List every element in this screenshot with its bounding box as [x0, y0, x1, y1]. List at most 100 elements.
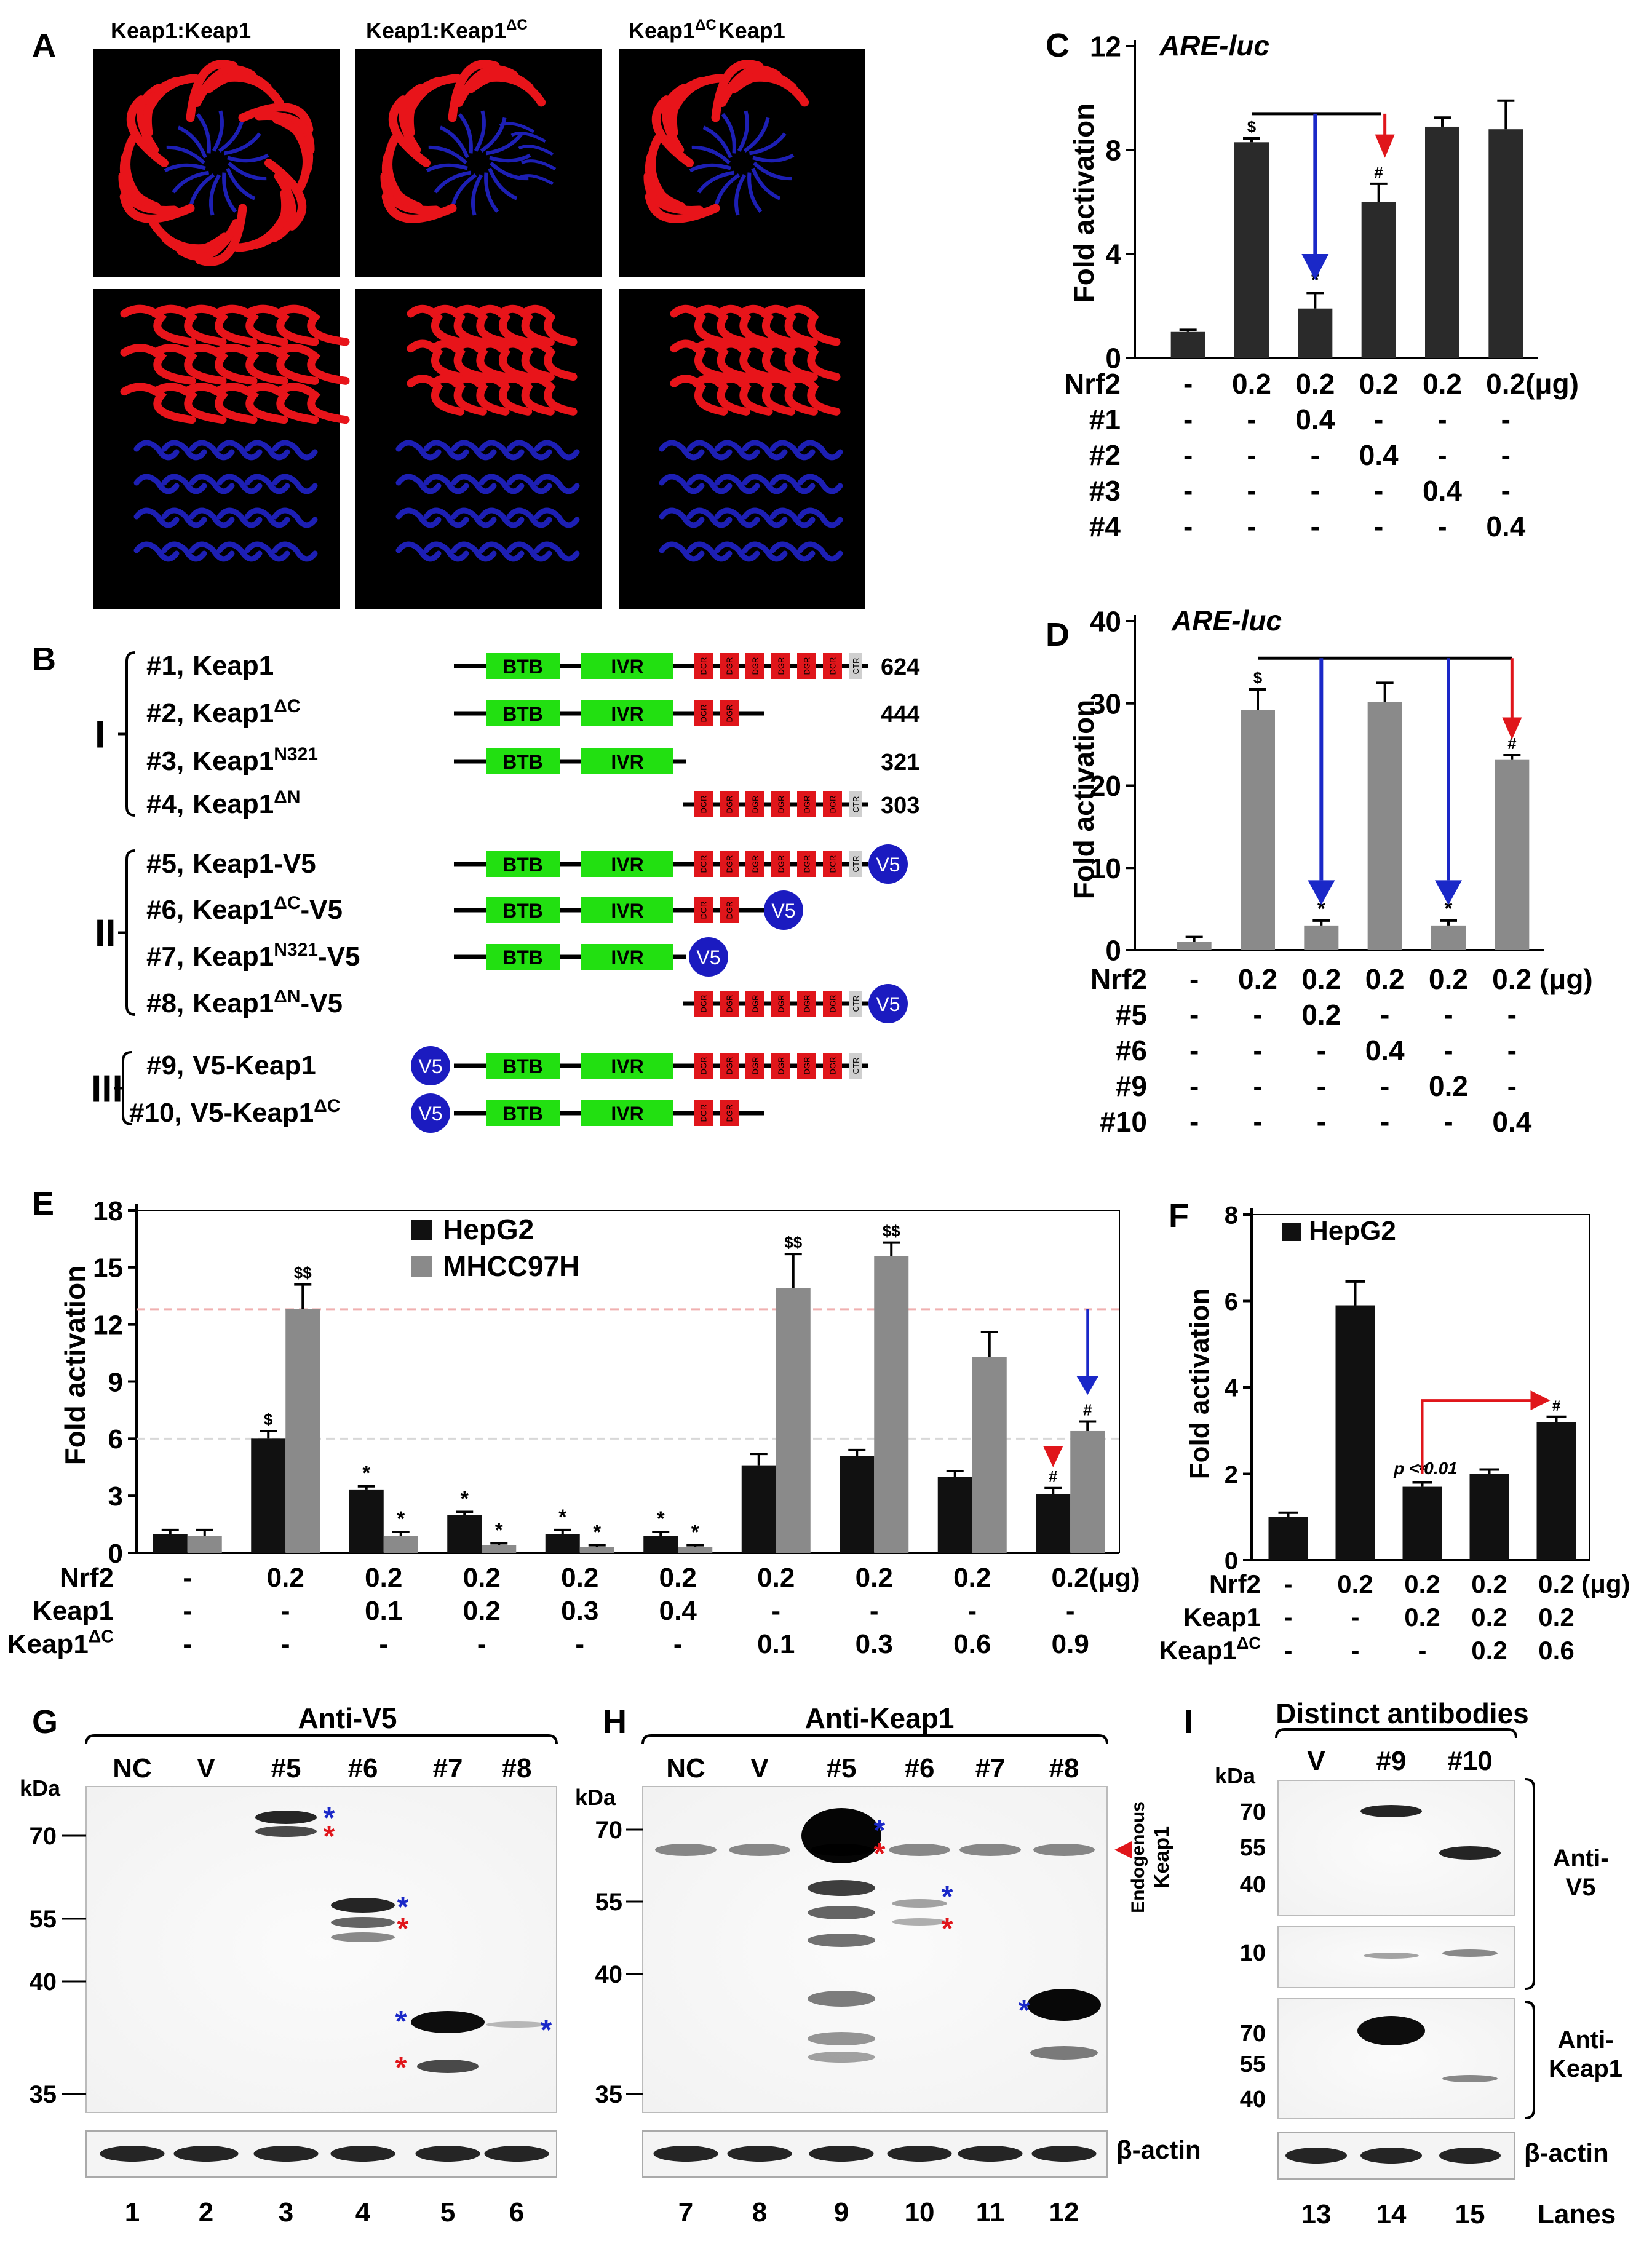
blue-helix [499, 122, 535, 133]
significance-mark: $$ [883, 1222, 900, 1240]
dgr-domain [694, 653, 713, 679]
lane-number: 2 [199, 2197, 213, 2227]
blue-helix [743, 117, 770, 153]
red-beta-sheet [143, 74, 200, 117]
bar [1367, 702, 1402, 950]
blue-helix [686, 541, 733, 562]
red-beta-sheet [381, 192, 457, 223]
chart-e-ylabel: Fold activation [59, 1266, 91, 1466]
row-cell: - [1437, 439, 1447, 471]
endogenous-keap1-band [655, 1844, 717, 1856]
construct-id: #6, [146, 895, 184, 925]
row-cell: 0.2 [1471, 1603, 1507, 1632]
marker-label: 70 [30, 1823, 57, 1850]
band-asterisk: * [541, 2014, 552, 2047]
dgr-label: DGR [803, 657, 812, 675]
dgr-label: DGR [803, 995, 812, 1013]
row-cell: 0.2 [659, 1563, 697, 1593]
beta-actin-band [1031, 2146, 1097, 2162]
lane-bracket [85, 1734, 558, 1745]
row-cell: 0.2 [953, 1563, 991, 1593]
bar [187, 1536, 222, 1553]
red-beta-sheet [243, 383, 319, 424]
ctr-domain [849, 991, 862, 1017]
red-beta-sheet [429, 339, 487, 381]
row-label: Nrf2 [1090, 963, 1147, 995]
row-cell: - [1380, 999, 1389, 1031]
band-asterisk: * [395, 2005, 407, 2038]
red-beta-sheet [264, 159, 307, 231]
panel-label-e: E [32, 1185, 54, 1222]
row-label: Nrf2 [1209, 1569, 1261, 1598]
blue-helix [208, 173, 221, 216]
band-asterisk: * [397, 1891, 409, 1924]
group-bracket [125, 651, 136, 817]
row-cell: - [183, 1563, 192, 1593]
row-cell: 0.2 [561, 1563, 598, 1593]
construct-name: Keap1 [193, 895, 274, 925]
marker-label: 70 [1240, 2021, 1266, 2047]
row-label: #10 [1100, 1106, 1147, 1138]
y-tick-label: 12 [1090, 31, 1121, 63]
bar [1469, 1474, 1509, 1560]
legend-swatch [1282, 1223, 1301, 1241]
ivr-domain [581, 1100, 673, 1126]
blue-helix [451, 541, 497, 562]
dgr-domain [797, 1053, 816, 1079]
row-cell: - [1183, 439, 1193, 471]
significance-mark: * [1317, 897, 1326, 921]
row-cell: - [1501, 439, 1511, 471]
blot-band [892, 1918, 947, 1926]
lane-number: 8 [752, 2197, 767, 2227]
construct-sup: ΔN [274, 986, 300, 1007]
dgr-label: DGR [803, 1057, 812, 1075]
blue-helix [164, 163, 206, 173]
blot-i-kda: kDa [1215, 1763, 1256, 1788]
y-tick-label: 0 [108, 1539, 123, 1569]
blue-helix [244, 440, 290, 461]
blue-helix [474, 110, 486, 153]
dgr-domain [720, 700, 739, 726]
row-label-text: #3 [1089, 475, 1121, 507]
bar [383, 1536, 418, 1553]
panel-label-c: C [1046, 27, 1070, 64]
dgr-domain [745, 1053, 764, 1079]
row-label-text: Keap1 [7, 1629, 89, 1659]
row-cell: - [1507, 999, 1517, 1031]
construct-sup: ΔC [274, 893, 300, 913]
row-cell: - [1507, 1034, 1517, 1066]
blue-helix [486, 132, 523, 156]
row-cell: - [1183, 475, 1193, 507]
dgr-domain [823, 791, 842, 817]
btb-domain [486, 653, 560, 679]
blue-helix [451, 507, 497, 528]
row-cell: - [1444, 1034, 1453, 1066]
btb-label: BTB [502, 900, 543, 922]
blue-helix [489, 153, 531, 163]
blue-helix [166, 145, 206, 165]
blue-helix [423, 541, 469, 562]
blue-helix [216, 474, 263, 494]
blue-helix [480, 117, 507, 153]
row-label-text: Keap1 [1183, 1603, 1261, 1632]
red-beta-sheet [451, 375, 510, 416]
significance-mark: $ [1247, 117, 1257, 136]
construct-name: Keap1 [193, 651, 274, 681]
blue-helix [272, 541, 318, 562]
dgr-label: DGR [699, 1057, 709, 1075]
dgr-label: DGR [828, 995, 838, 1013]
construct-id: #10, [129, 1098, 182, 1128]
ctr-label: CTR [851, 996, 860, 1012]
blue-helix [737, 110, 750, 153]
row-cell: - [183, 1629, 192, 1659]
ivr-label: IVR [611, 854, 643, 876]
row-label-text: #2 [1089, 439, 1121, 471]
dgr-domain [797, 851, 816, 877]
row-label: #6 [1116, 1034, 1147, 1066]
row-cell: - [1253, 1106, 1262, 1138]
btb-label: BTB [502, 946, 543, 969]
blue-helix [189, 440, 235, 461]
blue-helix [216, 541, 263, 562]
row-cell: 0.2 [1429, 963, 1468, 995]
row-cell: - [1183, 368, 1193, 400]
